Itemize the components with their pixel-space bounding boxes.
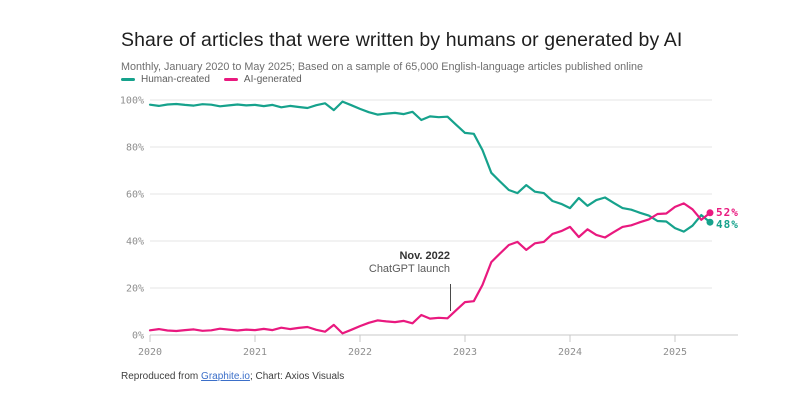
chatgpt-launch-annotation: Nov. 2022 ChatGPT launch [290, 250, 450, 275]
chart-title: Share of articles that were written by h… [121, 29, 683, 52]
ai-share-end-label: 52% [716, 206, 739, 219]
ai-line-swatch [223, 78, 238, 81]
source-suffix: ; Chart: Axios Visuals [249, 371, 345, 382]
human-share-end-label: 48% [716, 218, 739, 231]
annotation-pointer-line [450, 284, 451, 311]
end-dot-human-created [706, 218, 714, 226]
legend-label-human: Human-created [141, 74, 210, 85]
y-tick-label-60%: 60% [126, 190, 144, 201]
x-tick-label-2021: 2021 [243, 347, 267, 358]
graphite-link[interactable]: Graphite.io [201, 371, 250, 382]
y-tick-label-40%: 40% [126, 237, 144, 248]
source-prefix: Reproduced from [121, 371, 202, 382]
x-tick-label-2025: 2025 [663, 347, 687, 358]
y-tick-label-20%: 20% [126, 284, 144, 295]
line-human-created [148, 100, 712, 233]
legend: Human-created AI-generated [121, 74, 302, 85]
y-tick-label-80%: 80% [126, 143, 144, 154]
line-ai-generated [148, 202, 712, 335]
human-line-swatch [121, 78, 135, 81]
source-credit: Reproduced from Graphite.io; Chart: Axio… [121, 371, 344, 382]
x-tick-label-2022: 2022 [348, 347, 372, 358]
chart-subtitle: Monthly, January 2020 to May 2025; Based… [121, 60, 643, 73]
y-tick-label-100%: 100% [120, 96, 144, 107]
annotation-text: ChatGPT launch [368, 263, 450, 275]
x-tick-label-2024: 2024 [558, 347, 582, 358]
annotation-date: Nov. 2022 [399, 250, 450, 262]
end-dot-ai-generated [706, 209, 714, 217]
legend-label-ai: AI-generated [243, 74, 302, 85]
x-tick-label-2023: 2023 [453, 347, 477, 358]
x-tick-label-2020: 2020 [138, 347, 162, 358]
y-tick-label-0%: 0% [132, 331, 144, 342]
legend-item-ai-generated: AI-generated [223, 74, 302, 85]
legend-item-human-created: Human-created [121, 74, 210, 85]
